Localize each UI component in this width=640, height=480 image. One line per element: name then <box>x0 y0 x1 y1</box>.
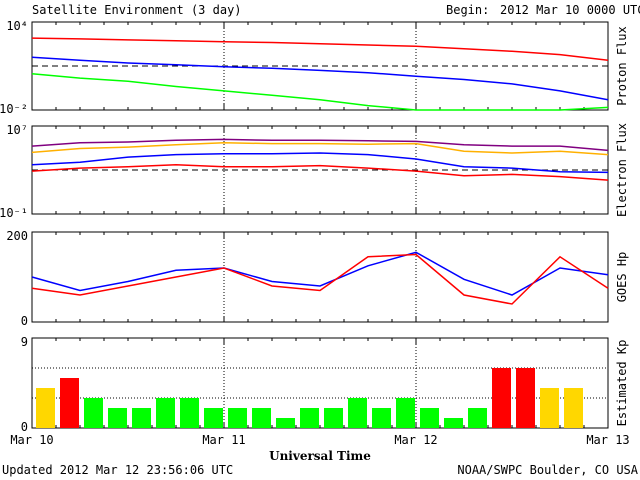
x-axis-label: Universal Time <box>269 449 371 463</box>
y-tick-label-top: 200 <box>6 229 28 243</box>
y-tick-label-top: 10⁷ <box>6 123 28 137</box>
kp-bar <box>36 388 55 428</box>
x-tick-label: Mar 10 <box>10 433 53 447</box>
estimated-kp-axis-label: Estimated Kp <box>615 340 629 427</box>
kp-bar <box>564 388 583 428</box>
kp-bar <box>444 418 463 428</box>
y-tick-label-top: 9 <box>21 335 28 349</box>
kp-bar <box>516 368 535 428</box>
estimated-kp-panel: 9 0 Estimated Kp <box>21 335 629 434</box>
plot-title: Satellite Environment (3 day) <box>32 3 242 17</box>
kp-bar <box>84 398 103 428</box>
series-line-green <box>31 72 609 111</box>
begin-label: Begin: <box>446 3 489 17</box>
series-line-orange <box>31 142 609 156</box>
electron-flux-panel: 10⁷ 10⁻¹ Electron Flux <box>0 123 629 220</box>
y-tick-label-bottom: 0 <box>21 420 28 434</box>
series-line-red <box>31 37 609 61</box>
y-tick-label-bottom: 10⁻¹ <box>0 206 28 220</box>
updated-timestamp: Updated 2012 Mar 12 23:56:06 UTC <box>2 463 233 477</box>
kp-bar <box>204 408 223 428</box>
series-line-red <box>31 253 609 305</box>
kp-bar <box>156 398 175 428</box>
series-line-red <box>31 164 609 181</box>
credit-text: NOAA/SWPC Boulder, CO USA <box>457 463 638 477</box>
kp-bar <box>300 408 319 428</box>
panel-frame <box>31 21 609 111</box>
kp-bar <box>372 408 391 428</box>
proton-flux-axis-label: Proton Flux <box>615 26 629 105</box>
electron-flux-axis-label: Electron Flux <box>615 123 629 217</box>
x-tick-label: Mar 11 <box>202 433 245 447</box>
kp-bar <box>492 368 511 428</box>
series-line-blue <box>31 251 609 296</box>
x-tick-label: Mar 13 <box>586 433 629 447</box>
series-line-purple <box>31 138 609 152</box>
begin-value: 2012 Mar 10 0000 UTC <box>500 3 640 17</box>
series-line-blue <box>31 152 609 174</box>
goes-hp-axis-label: GOES Hp <box>615 252 629 303</box>
y-tick-label-top: 10⁴ <box>6 19 28 33</box>
kp-bar <box>396 398 415 428</box>
proton-flux-panel: 10⁴ 10⁻² Proton Flux <box>0 19 629 116</box>
kp-bar <box>324 408 343 428</box>
y-tick-label-bottom: 0 <box>21 314 28 328</box>
kp-bar <box>540 388 559 428</box>
kp-bar <box>108 408 127 428</box>
kp-bar <box>252 408 271 428</box>
kp-bar <box>132 408 151 428</box>
series-line-blue <box>31 56 609 101</box>
kp-bar <box>468 408 487 428</box>
goes-hp-panel: 200 0 GOES Hp <box>6 229 629 328</box>
kp-bar <box>276 418 295 428</box>
x-axis-ticks: Mar 10 Mar 11 Mar 12 Mar 13 <box>10 433 629 447</box>
panel-frame <box>31 125 609 215</box>
kp-bar <box>420 408 439 428</box>
kp-bar <box>348 398 367 428</box>
y-tick-label-bottom: 10⁻² <box>0 102 28 116</box>
panel-frame <box>31 231 609 323</box>
kp-bar <box>228 408 247 428</box>
kp-bar <box>60 378 79 428</box>
kp-bar <box>180 398 199 428</box>
x-tick-label: Mar 12 <box>394 433 437 447</box>
